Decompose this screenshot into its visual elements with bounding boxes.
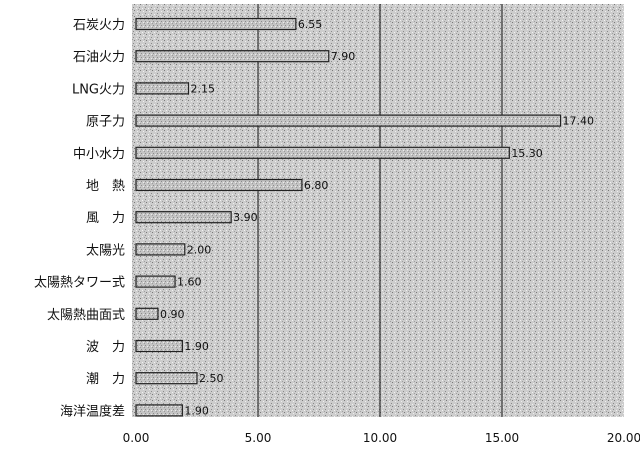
category-label: 地 熱 <box>86 179 125 194</box>
category-label: 石炭火力 <box>73 18 125 33</box>
bar-value-label: 15.30 <box>511 147 543 160</box>
x-tick-label: 5.00 <box>245 431 272 445</box>
bar <box>135 339 183 353</box>
bar <box>135 307 159 320</box>
bar <box>135 82 190 95</box>
x-tick-label: 10.00 <box>363 431 397 445</box>
bar-value-label: 2.00 <box>187 243 212 256</box>
bar-value-label: 2.15 <box>190 82 215 95</box>
bar-value-label: 7.90 <box>331 50 356 63</box>
category-label: 波 力 <box>86 340 125 355</box>
bar-value-label: 0.90 <box>160 308 185 321</box>
x-tick-label: 15.00 <box>485 431 519 445</box>
bar-value-label: 1.60 <box>177 276 202 289</box>
bar-value-label: 3.90 <box>233 211 258 224</box>
category-label: 太陽光 <box>86 243 125 258</box>
category-label: 海洋温度差 <box>60 403 125 419</box>
bar-value-label: 1.90 <box>184 340 209 353</box>
category-label: 中小水力 <box>73 147 125 162</box>
category-label: 石油火力 <box>73 50 125 65</box>
bar <box>135 17 297 31</box>
bar <box>135 178 303 192</box>
category-label: 太陽熱タワー式 <box>34 276 125 291</box>
bar <box>135 243 186 256</box>
x-tick-label: 0.00 <box>123 431 150 445</box>
bar-value-label: 6.55 <box>298 18 323 31</box>
category-label: 太陽熱曲面式 <box>47 308 125 323</box>
category-label: 原子力 <box>86 115 125 130</box>
bar <box>135 404 183 417</box>
category-label: 潮 力 <box>86 372 125 387</box>
plot-area <box>132 4 624 417</box>
bar-value-label: 6.80 <box>304 179 329 192</box>
bar <box>135 50 330 63</box>
bar <box>135 146 510 159</box>
x-tick-label: 20.00 <box>607 431 640 445</box>
bar-value-label: 1.90 <box>184 404 209 417</box>
category-label: LNG火力 <box>72 82 125 97</box>
bar-value-label: 17.40 <box>563 115 595 128</box>
bar <box>135 275 176 288</box>
bar <box>135 372 198 385</box>
category-label: 風 力 <box>86 211 125 226</box>
bar-value-label: 2.50 <box>199 372 224 385</box>
bar <box>135 114 562 127</box>
bar <box>135 211 232 224</box>
